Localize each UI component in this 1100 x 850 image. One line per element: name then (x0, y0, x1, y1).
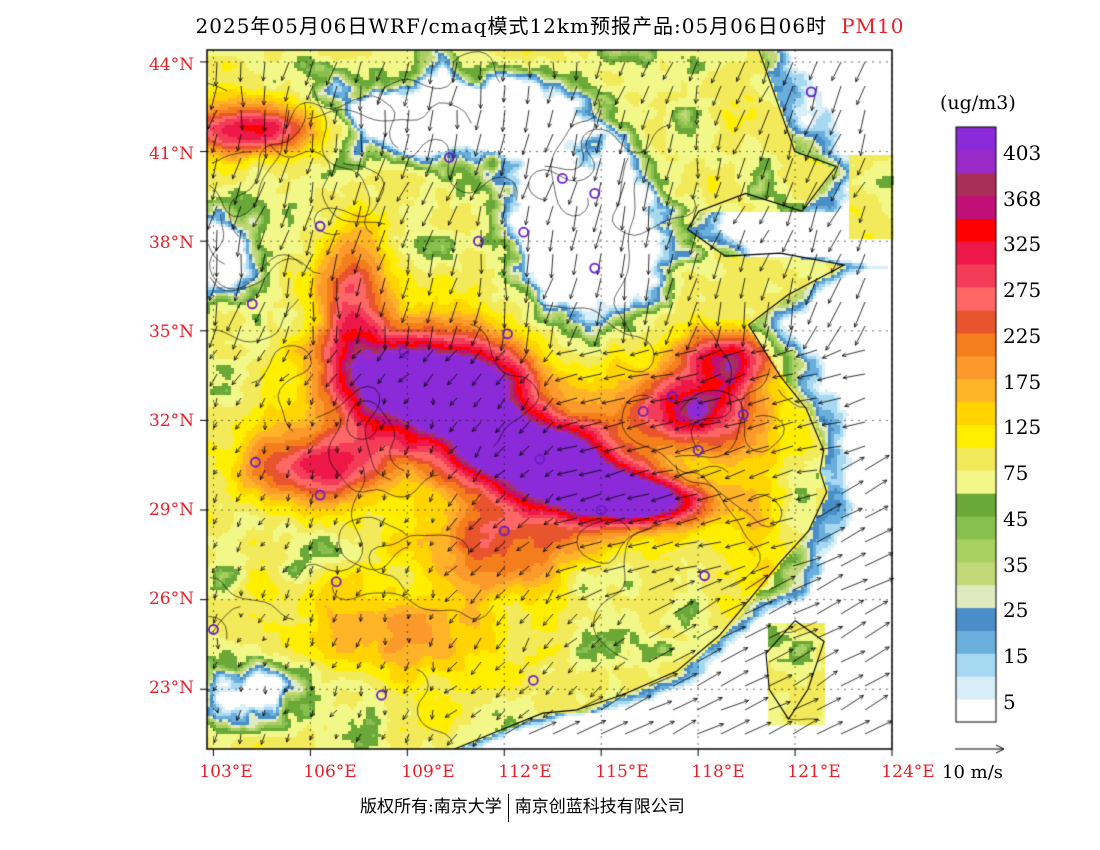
lon-label: 118°E (691, 762, 745, 782)
colorbar-label: 75 (1003, 461, 1029, 485)
lat-label: 35°N (148, 322, 194, 342)
lon-label: 106°E (303, 762, 357, 782)
footer-copyright: 版权所有:南京大学 (360, 797, 502, 817)
colorbar-label: 368 (1003, 187, 1042, 211)
footer: 版权所有:南京大学 南京创蓝科技有限公司 (360, 792, 685, 822)
footer-divider (507, 793, 509, 822)
reference-vector-label: 10 m/s (942, 762, 1003, 783)
title-main: 2025年05月06日WRF/cmaq模式12km预报产品:05月06日06时 (195, 14, 828, 38)
lon-label: 124°E (881, 762, 935, 782)
lon-label: 112°E (498, 762, 552, 782)
footer-company: 南京创蓝科技有限公司 (514, 797, 685, 817)
lon-label: 103°E (199, 762, 253, 782)
colorbar-label: 15 (1003, 644, 1029, 668)
lat-label: 26°N (148, 589, 194, 609)
map-title: 2025年05月06日WRF/cmaq模式12km预报产品:05月06日06时 P… (0, 10, 1100, 39)
colorbar-label: 125 (1003, 415, 1042, 439)
lon-label: 109°E (401, 762, 455, 782)
lat-label: 32°N (148, 411, 194, 431)
title-species: PM10 (841, 14, 905, 38)
colorbar-label: 35 (1003, 553, 1029, 577)
lon-label: 115°E (595, 762, 649, 782)
colorbar-label: 45 (1003, 507, 1029, 531)
lat-label: 44°N (148, 55, 194, 75)
colorbar-label: 25 (1003, 598, 1029, 622)
colorbar-label: 325 (1003, 232, 1042, 256)
lat-label: 29°N (148, 500, 194, 520)
colorbar-label: 5 (1003, 690, 1016, 714)
lat-label: 38°N (148, 233, 194, 253)
lat-label: 23°N (148, 678, 194, 698)
lat-label: 41°N (148, 144, 194, 164)
colorbar-label: 275 (1003, 278, 1042, 302)
lon-label: 121°E (787, 762, 841, 782)
colorbar-unit: (ug/m3) (940, 92, 1016, 114)
colorbar-label: 225 (1003, 324, 1042, 348)
colorbar-label: 175 (1003, 370, 1042, 394)
colorbar-label: 403 (1003, 141, 1042, 165)
